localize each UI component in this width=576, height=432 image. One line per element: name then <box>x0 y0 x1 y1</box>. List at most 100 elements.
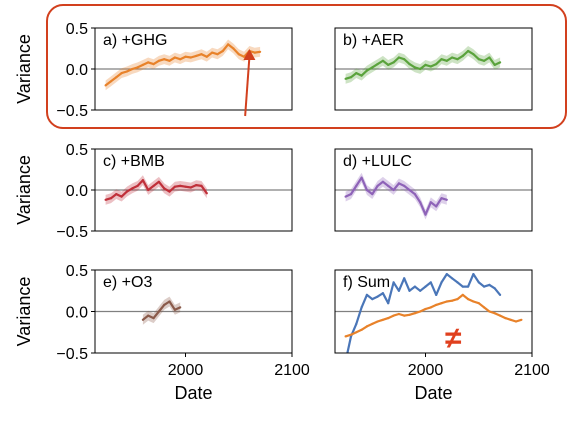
data-point <box>424 307 427 311</box>
data-point <box>136 184 139 187</box>
data-point <box>360 74 363 77</box>
arrow-head <box>243 49 256 60</box>
data-point <box>216 53 219 56</box>
data-point <box>125 70 128 73</box>
data-point <box>413 66 416 69</box>
data-point <box>397 56 400 59</box>
y-tick-label: 0.5 <box>66 263 88 280</box>
data-point <box>131 187 134 190</box>
data-point <box>435 303 438 306</box>
data-point <box>381 292 384 295</box>
data-point <box>173 185 176 188</box>
y-tick-label: −0.5 <box>56 224 88 241</box>
data-point <box>179 58 182 61</box>
data-point <box>408 63 411 66</box>
data-point <box>445 59 448 62</box>
subplot-3: 0.5 0.0 −0.5 c) +BMB Variance <box>14 142 293 241</box>
data-point <box>376 295 379 298</box>
axes-frame <box>334 27 533 111</box>
data-point <box>472 53 475 56</box>
data-point <box>109 197 113 200</box>
data-point <box>520 318 523 321</box>
data-point <box>115 193 118 196</box>
data-point <box>456 298 459 301</box>
panel-label: b) +AER <box>343 32 404 49</box>
data-point <box>349 193 353 196</box>
data-point <box>371 298 374 301</box>
data-layer <box>104 39 262 91</box>
x-tick-label: 2100 <box>274 362 310 379</box>
data-point <box>493 287 496 290</box>
data-point <box>237 53 240 56</box>
data-point <box>403 277 406 280</box>
data-point <box>371 193 374 196</box>
data-point <box>205 192 208 195</box>
data-point <box>445 198 448 201</box>
data-point <box>189 186 192 189</box>
data-point <box>440 197 443 200</box>
data-point <box>232 47 235 50</box>
data-point <box>499 293 502 296</box>
data-point <box>189 56 192 59</box>
data-point <box>152 63 155 66</box>
x-tick-label: 2000 <box>408 362 444 379</box>
arrow-shaft <box>244 56 251 117</box>
data-point <box>445 300 448 303</box>
data-point <box>157 310 160 313</box>
data-point <box>493 312 496 315</box>
data-point <box>408 289 411 292</box>
data-point <box>461 285 464 288</box>
data-point <box>445 273 448 276</box>
data-point <box>499 314 502 317</box>
data-point <box>136 66 139 69</box>
data-point <box>152 184 155 187</box>
data-point <box>104 198 107 201</box>
x-tick-label: 2100 <box>514 362 550 379</box>
series-line-1 <box>345 176 448 216</box>
data-point <box>403 314 406 317</box>
subplot-1: 0.5 0.0 −0.5 a) +GHG Variance <box>14 21 293 120</box>
data-point <box>387 63 390 66</box>
data-point <box>435 63 438 66</box>
data-point <box>253 51 256 54</box>
data-point <box>211 51 214 54</box>
data-point <box>349 76 353 79</box>
data-point <box>424 213 427 216</box>
uncertainty-band <box>105 175 207 205</box>
data-point <box>413 193 416 196</box>
panel-label: d) +LULC <box>343 153 412 170</box>
data-layer <box>344 273 523 353</box>
data-point <box>504 317 507 320</box>
data-point <box>387 317 390 320</box>
data-point <box>467 285 470 288</box>
data-point <box>104 84 107 87</box>
y-tick-label: 0.5 <box>66 21 88 38</box>
data-point <box>387 184 390 187</box>
data-point <box>355 184 358 187</box>
data-point <box>429 65 432 68</box>
data-point <box>141 318 144 321</box>
data-point <box>163 303 166 306</box>
data-point <box>456 281 459 284</box>
data-point <box>451 56 454 59</box>
y-tick-label: −0.5 <box>56 103 88 120</box>
data-point <box>509 318 512 321</box>
data-point <box>435 293 438 296</box>
data-point <box>163 187 166 190</box>
data-point <box>483 306 486 309</box>
data-point <box>392 314 395 317</box>
data-point <box>184 185 187 188</box>
data-point <box>477 281 480 284</box>
data-point <box>157 59 160 62</box>
data-point <box>451 299 454 302</box>
data-point <box>365 325 368 328</box>
data-layer <box>344 46 502 84</box>
data-point <box>163 58 166 61</box>
data-point <box>435 205 438 208</box>
highlight-box <box>46 4 567 129</box>
data-point <box>397 289 400 292</box>
data-point <box>243 55 246 58</box>
data-point <box>376 63 379 66</box>
data-point <box>141 179 144 182</box>
data-point <box>120 195 123 198</box>
